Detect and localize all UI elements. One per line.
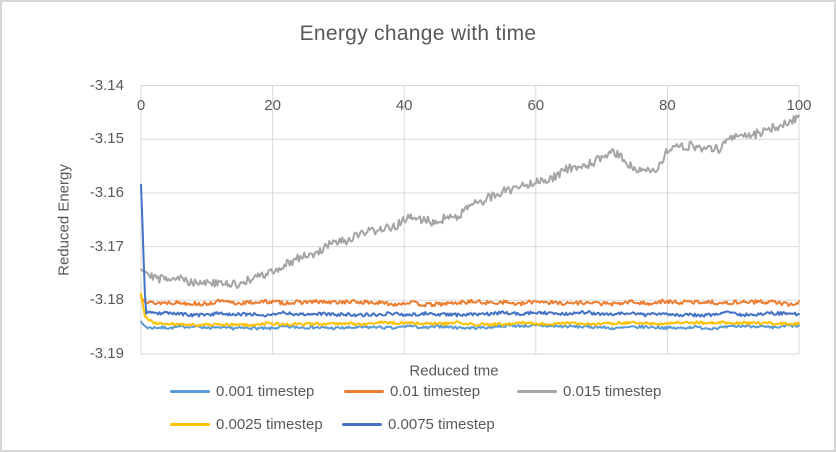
legend-swatch xyxy=(170,422,210,426)
series-line-0.01-timestep xyxy=(140,296,800,308)
legend-label: 0.015 timestep xyxy=(563,382,662,400)
legend-swatch xyxy=(344,389,384,393)
legend-label: 0.01 timestep xyxy=(390,382,481,400)
legend-item-0.015-timestep: 0.015 timestep xyxy=(517,382,661,400)
y-tick-label: -3.17 xyxy=(89,237,124,255)
y-tick-label: -3.18 xyxy=(89,291,124,309)
x-tick-label: 60 xyxy=(527,97,545,114)
y-tick-label: -3.14 xyxy=(89,76,124,94)
x-tick-label: 0 xyxy=(136,97,146,114)
x-tick-label: 80 xyxy=(659,97,676,114)
y-tick-label: -3.19 xyxy=(89,345,124,362)
legend-item-0.01-timestep: 0.01 timestep xyxy=(344,382,480,400)
x-tick-label: 20 xyxy=(264,97,281,114)
y-tick-label: -3.16 xyxy=(89,183,124,201)
y-tick-label: -3.15 xyxy=(89,130,124,148)
series-line-0.001-timestep xyxy=(140,320,800,331)
legend-label: 0.0075 timestep xyxy=(388,415,495,433)
legend-item-0.0075-timestep: 0.0075 timestep xyxy=(342,415,495,433)
legend-label: 0.001 timestep xyxy=(216,382,315,400)
series-line-0.015-timestep xyxy=(140,114,800,289)
legend-swatch xyxy=(170,389,210,393)
x-axis-title: Reduced tme xyxy=(409,362,499,380)
chart-title: Energy change with time xyxy=(299,22,537,45)
x-tick-label: 40 xyxy=(395,97,413,114)
legend-swatch xyxy=(517,389,557,393)
series-line-0.0075-timestep xyxy=(140,183,800,318)
legend-swatch xyxy=(342,422,382,426)
series-line-0.0025-timestep xyxy=(140,292,800,328)
legend-item-0.001-timestep: 0.001 timestep xyxy=(170,382,314,400)
legend-label: 0.0025 timestep xyxy=(216,415,323,433)
legend-item-0.0025-timestep: 0.0025 timestep xyxy=(170,415,323,433)
x-tick-label: 100 xyxy=(786,97,812,114)
